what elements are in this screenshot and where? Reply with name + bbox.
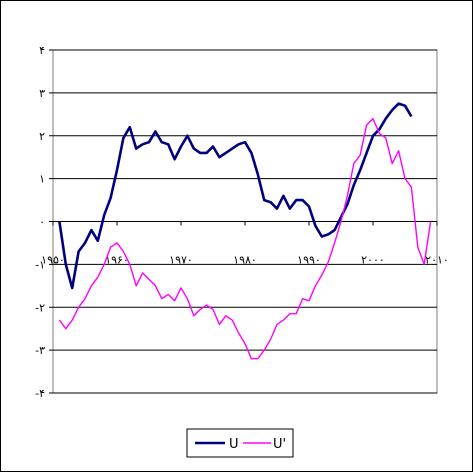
legend-label-1: U'	[273, 437, 286, 452]
series-line-tail	[423, 221, 432, 265]
x-tick-label: ۱۹۸۰	[233, 254, 257, 267]
legend: U U'	[186, 428, 294, 458]
y-tick-label: ۴	[39, 44, 45, 57]
y-tick-label: -۲	[35, 301, 45, 314]
legend-label-0: U	[229, 437, 239, 452]
y-tick-label: -۱	[35, 258, 45, 271]
series-line-1	[58, 117, 425, 360]
x-tick-label: ۱۹۵۰	[41, 254, 65, 267]
y-tick-label: -۴	[35, 387, 45, 400]
series-line-0	[58, 102, 413, 290]
series-layer	[58, 102, 432, 360]
x-tick-label: ۲۰۱۰	[425, 254, 449, 267]
y-tick-label: ۲	[39, 130, 45, 143]
y-tick-label: ۰	[39, 216, 45, 229]
x-tick-label: ۱۹۷۰	[169, 254, 193, 267]
y-tick-label: ۳	[39, 87, 45, 100]
x-tick-label: ۲۰۰۰	[361, 254, 385, 267]
x-tick-label: ۱۹۶۰	[105, 254, 129, 267]
grid-layer	[52, 49, 438, 394]
y-tick-label: ۱	[39, 173, 45, 186]
x-tick-label: ۱۹۹۰	[297, 254, 321, 267]
y-tick-label: -۳	[35, 344, 45, 357]
axis-layer: ۴ ۳ ۲ ۱ ۰ -۱ -۲ -۳ -۴ ۱۹۵۰ ۱۹۶۰ ۱۹۷۰ ۱۹۸۰ ۱۹۹۰ ۲۰۰۰ ۲۰۱…	[35, 44, 449, 400]
